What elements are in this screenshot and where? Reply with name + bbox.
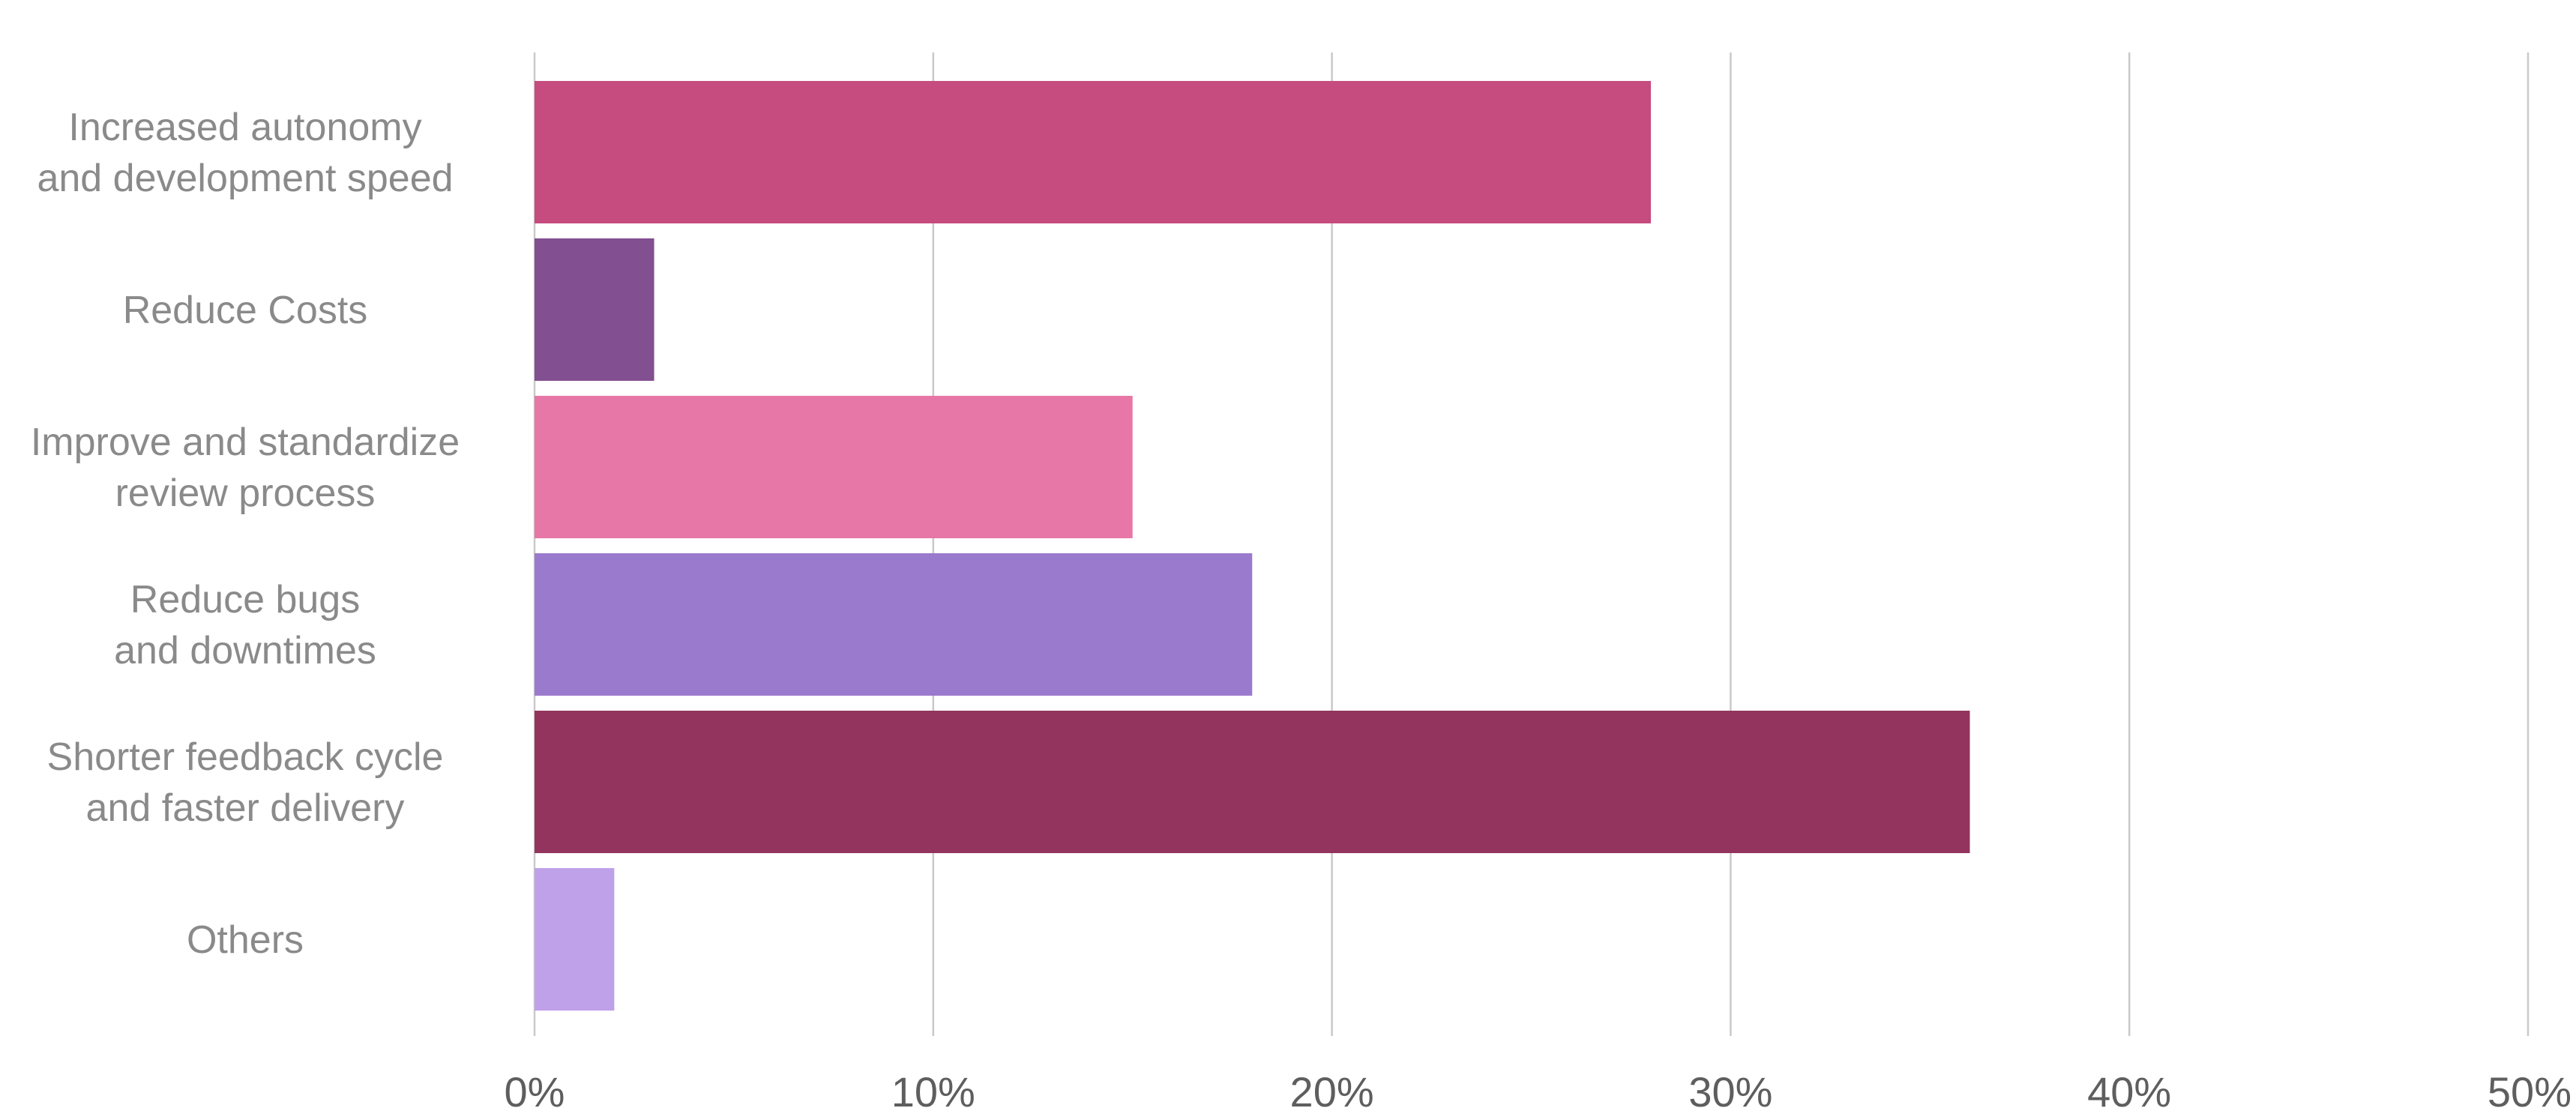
category-label-0: Increased autonomy and development speed xyxy=(37,106,453,200)
bar-0 xyxy=(535,81,1652,223)
bars xyxy=(535,81,1970,1011)
x-axis-tick-labels: 0% 10% 20% 30% 40% 50% xyxy=(505,1068,2572,1114)
category-labels: Increased autonomy and development speed R… xyxy=(31,106,460,962)
x-tick-label-30: 30% xyxy=(1688,1068,1772,1114)
bar-1 xyxy=(535,238,654,381)
category-label-2: Improve and standardize review process xyxy=(31,421,460,515)
category-label-4-line-1: and faster delivery xyxy=(86,786,405,830)
x-tick-label-40: 40% xyxy=(2087,1068,2171,1114)
bar-4 xyxy=(535,711,1970,853)
x-tick-label-10: 10% xyxy=(891,1068,975,1114)
category-label-0-line-0: Increased autonomy xyxy=(68,106,421,149)
bar-2 xyxy=(535,396,1133,538)
bar-3 xyxy=(535,553,1253,696)
category-label-1-line-0: Reduce Costs xyxy=(123,289,368,332)
category-label-0-line-1: and development speed xyxy=(37,157,453,200)
category-label-5: Others xyxy=(187,918,304,962)
category-label-5-line-0: Others xyxy=(187,918,304,962)
category-label-2-line-1: review process xyxy=(115,472,376,515)
x-tick-label-50: 50% xyxy=(2488,1068,2572,1114)
category-label-3-line-0: Reduce bugs xyxy=(130,578,360,621)
category-label-1: Reduce Costs xyxy=(123,289,368,332)
category-label-2-line-0: Improve and standardize xyxy=(31,421,460,464)
x-tick-label-20: 20% xyxy=(1290,1068,1374,1114)
category-label-4-line-0: Shorter feedback cycle xyxy=(47,735,444,779)
bar-5 xyxy=(535,868,615,1011)
x-tick-label-0: 0% xyxy=(505,1068,565,1114)
category-label-3-line-1: and downtimes xyxy=(114,629,376,672)
category-label-4: Shorter feedback cycle and faster deliver… xyxy=(47,735,444,830)
category-label-3: Reduce bugs and downtimes xyxy=(114,578,376,672)
